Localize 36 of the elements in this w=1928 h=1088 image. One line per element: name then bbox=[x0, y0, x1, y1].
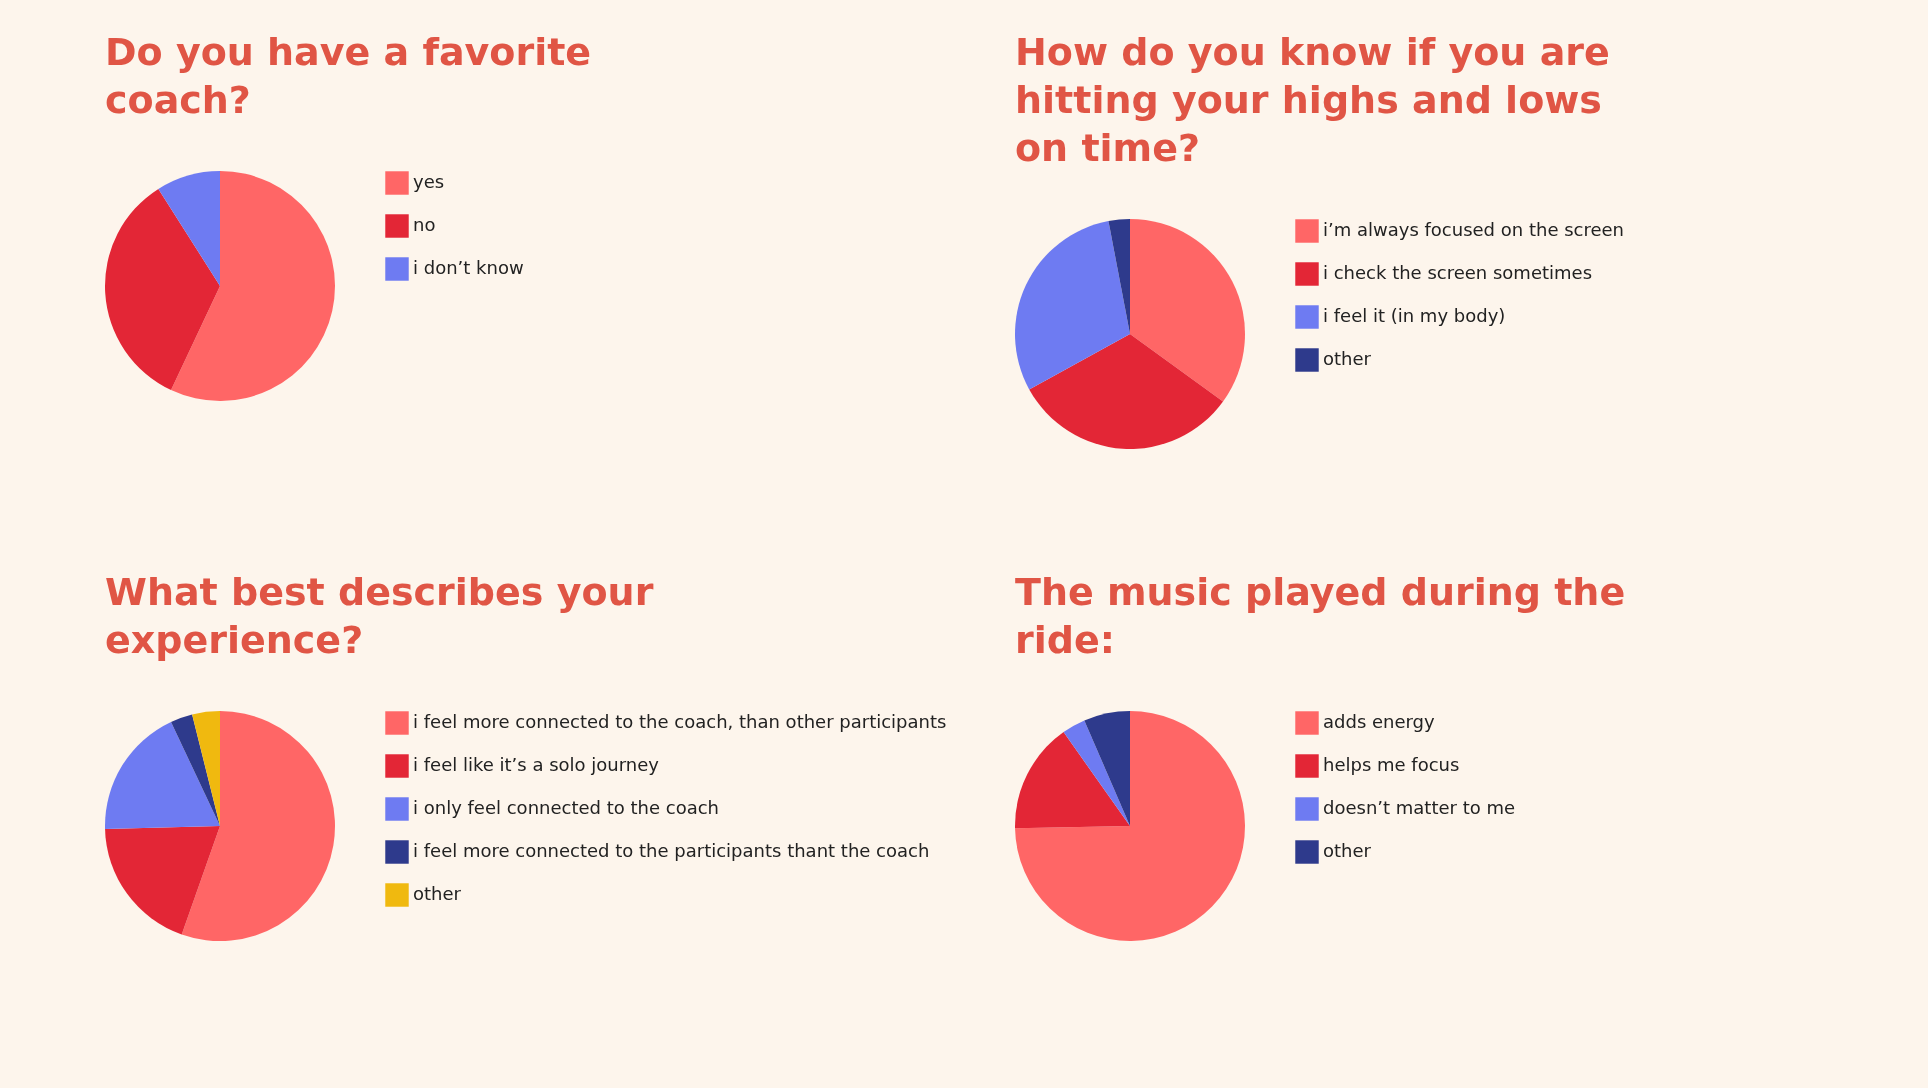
pie-slice bbox=[171, 171, 335, 401]
pie-slice bbox=[1130, 219, 1245, 402]
legend-label: i feel it (in my body) bbox=[1323, 305, 1506, 326]
pie-slice bbox=[192, 711, 220, 826]
legend-label: other bbox=[1323, 348, 1372, 369]
legend-label: i feel like it’s a solo journey bbox=[413, 754, 660, 775]
legend-label: i don’t know bbox=[413, 257, 524, 278]
chart-title: The music played during the ride: bbox=[1015, 570, 1626, 662]
pie-slice bbox=[1029, 334, 1224, 449]
legend-label: yes bbox=[413, 171, 445, 192]
pie-slice bbox=[1084, 711, 1130, 826]
chart-title: How do you know if you are hitting your highs and lows on time? bbox=[1015, 30, 1610, 170]
pie-slice bbox=[105, 721, 220, 829]
pie-slice bbox=[171, 714, 220, 826]
legend-label: doesn’t matter to me bbox=[1323, 797, 1516, 818]
pie-slice bbox=[158, 171, 220, 286]
pie-slice bbox=[1015, 221, 1130, 390]
legend-label: i feel more connected to the participants thant the coach bbox=[413, 840, 930, 861]
legend-label: other bbox=[413, 883, 462, 904]
pie-slice bbox=[181, 711, 335, 941]
legend-label: no bbox=[413, 214, 436, 235]
pie-slice bbox=[1063, 720, 1130, 826]
legend-label: helps me focus bbox=[1323, 754, 1460, 775]
chart-title: Do you have a favorite coach? bbox=[105, 30, 592, 122]
legend-label: other bbox=[1323, 840, 1372, 861]
pie-slice bbox=[105, 826, 220, 935]
legend-label: adds energy bbox=[1323, 711, 1436, 732]
legend-label: i feel more connected to the coach, than other participants bbox=[413, 711, 947, 732]
pie-slice bbox=[105, 188, 220, 391]
legend-label: i’m always focused on the screen bbox=[1323, 219, 1625, 240]
pie-slice bbox=[1108, 219, 1130, 334]
chart-title: What best describes your experience? bbox=[105, 570, 654, 662]
legend-label: i check the screen sometimes bbox=[1323, 262, 1593, 283]
legend-label: i only feel connected to the coach bbox=[413, 797, 719, 818]
pie-slice bbox=[1015, 711, 1245, 941]
pie-slice bbox=[1015, 732, 1130, 829]
